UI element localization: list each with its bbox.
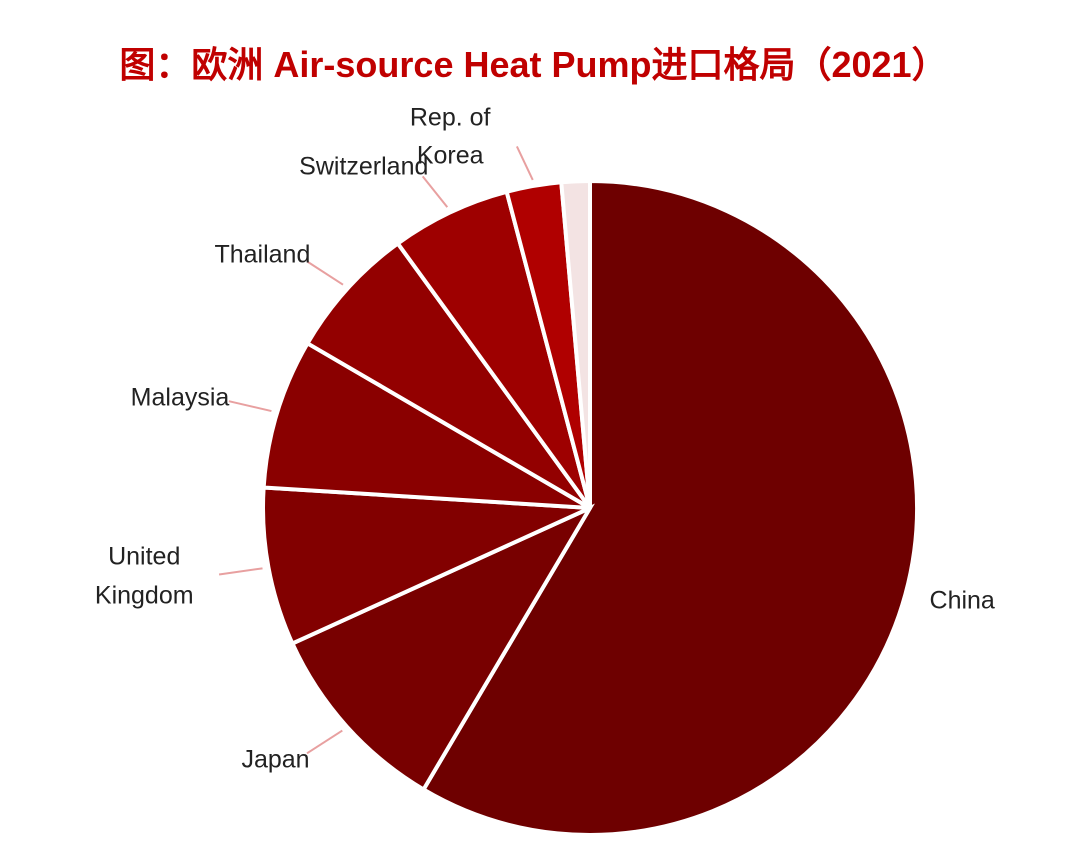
pie-slice: [559, 178, 592, 509]
pie-slice: [395, 189, 592, 510]
slice-label: Rep. of Korea: [409, 102, 491, 170]
slice-label: Malaysia: [130, 383, 230, 412]
leader-line: [228, 400, 272, 413]
pie-slice: [261, 340, 592, 510]
leader-line: [421, 175, 449, 208]
chart-title: 图：欧洲 Air-source Heat Pump进口格局（2021）: [119, 44, 948, 85]
leader-line: [306, 729, 343, 755]
pie-slice: [261, 485, 591, 647]
pie-slice: [304, 240, 592, 510]
pie-slice: [289, 503, 595, 793]
leader-line: [218, 567, 263, 576]
slice-label: Japan: [241, 745, 310, 774]
leader-line: [515, 146, 534, 181]
slice-label: Switzerland: [299, 153, 429, 181]
pie-slice: [420, 178, 919, 837]
slice-label: United Kingdom: [94, 542, 194, 610]
slice-label: China: [929, 586, 995, 615]
slice-label: Thailand: [214, 240, 311, 269]
leader-line: [307, 261, 344, 286]
